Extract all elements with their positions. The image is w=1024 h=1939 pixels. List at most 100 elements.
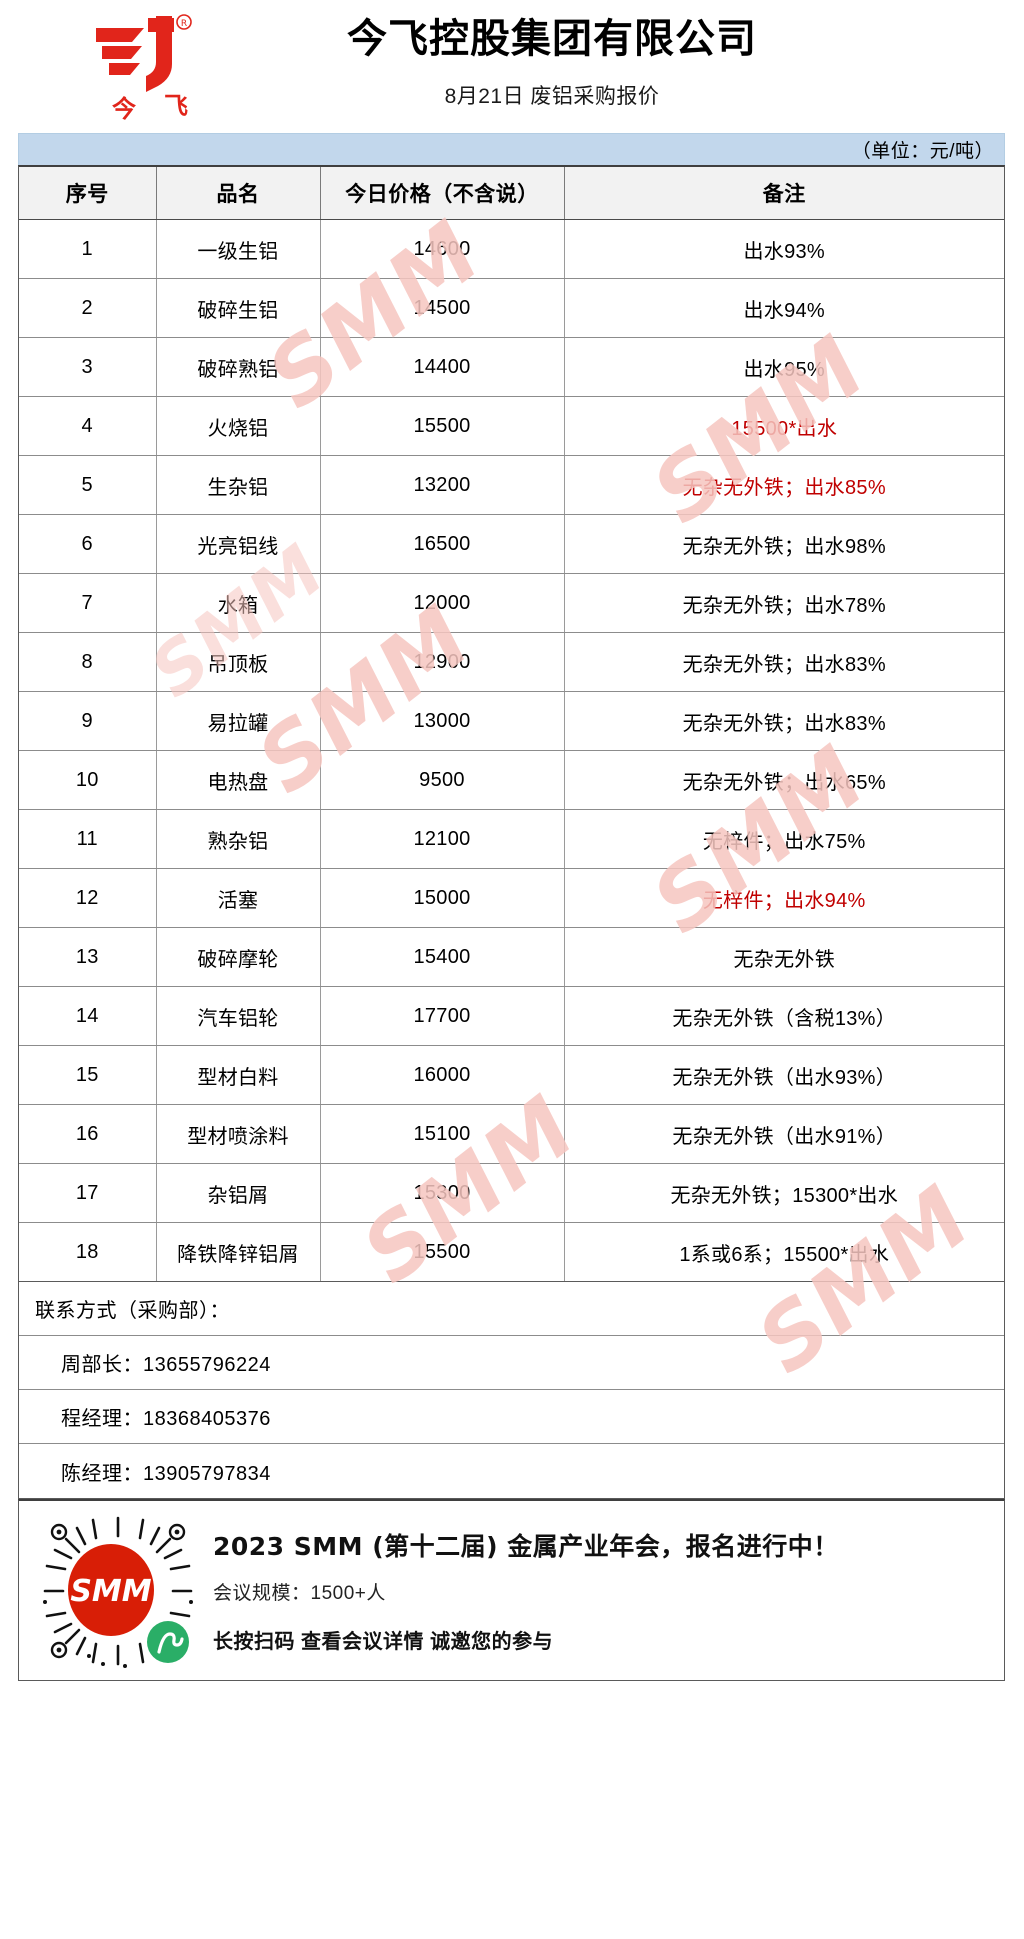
table-row: 18 降铁降锌铝屑 15500 1系或6系；15500*出水: [19, 1222, 1004, 1281]
cell-index: 9: [19, 691, 157, 751]
table-row: 10 电热盘 9500 无杂无外铁；出水65%: [19, 750, 1004, 810]
cell-remark: 无杂无外铁；出水65%: [564, 750, 1004, 810]
cell-remark: 15500*出水: [564, 396, 1004, 456]
table-row: 2 破碎生铝 14500 出水94%: [19, 278, 1004, 338]
cell-remark: 1系或6系；15500*出水: [679, 1243, 890, 1266]
report-subtitle: 8月21日 废铝采购报价: [444, 85, 660, 108]
table-row: 8 吊顶板 12900 无杂无外铁；出水83%: [19, 632, 1004, 692]
cell-index: 18: [19, 1222, 157, 1281]
table-row: 4 火烧铝 15500 15500*出水: [19, 396, 1004, 456]
cell-price: 13200: [320, 455, 565, 515]
cell-price: 15300: [320, 1163, 565, 1223]
cell-price: 12900: [320, 632, 565, 692]
company-title: 今飞控股集团有限公司: [347, 16, 757, 62]
cell-index: 15: [19, 1045, 157, 1105]
cell-price: 15100: [320, 1104, 565, 1164]
cell-remark: 无杂无外铁；出水85%: [564, 455, 1004, 515]
table-row: 12 活塞 15000 无梓件；出水94%: [19, 868, 1004, 928]
table-row: 11 熟杂铝 12100 无梓件；出水75%: [19, 809, 1004, 869]
table-row: 17 杂铝屑 15300 无杂无外铁；15300*出水: [19, 1163, 1004, 1223]
contact-person-2: 程经理：18368405376: [19, 1390, 1004, 1444]
wechat-mini-program-icon: [157, 1631, 184, 1654]
cell-index: 11: [19, 809, 157, 869]
column-header-price: 今日价格（不含说）: [320, 167, 565, 220]
cell-product-name: 生杂铝: [156, 455, 321, 515]
qr-logo-text: SMM: [70, 1574, 151, 1609]
table-header-row: 序号 品名 今日价格（不含说） 备注: [19, 167, 1004, 220]
cell-product-name: 破碎熟铝: [156, 337, 321, 397]
cell-remark: 无梓件；出水94%: [564, 868, 1004, 928]
cell-price: 16500: [320, 514, 565, 574]
table-row: 13 破碎摩轮 15400 无杂无外铁: [19, 927, 1004, 987]
table-row: 15 型材白料 16000 无杂无外铁（出水93%）: [19, 1045, 1004, 1105]
price-table-head: 序号 品名 今日价格（不含说） 备注: [19, 167, 1004, 220]
cell-index: 6: [19, 514, 157, 574]
cell-price: 15500: [320, 396, 565, 456]
cell-price: 12100: [320, 809, 565, 869]
cell-price: 16000: [320, 1045, 565, 1105]
logo-word-right: 飞: [164, 92, 188, 120]
contact-person-3: 陈经理：13905797834: [61, 1462, 271, 1485]
cell-remark: 无杂无外铁（出水91%）: [564, 1104, 1004, 1164]
cell-index: 3: [19, 337, 157, 397]
cell-remark: 无杂无外铁（含税13%）: [564, 986, 1004, 1046]
cell-price: 15500: [320, 1222, 565, 1281]
cell-price: 13000: [320, 691, 565, 751]
jinfei-logo-icon: R 今 飞: [96, 14, 192, 123]
cell-price: 14600: [320, 219, 565, 279]
contact-heading: 联系方式（采购部）：: [19, 1282, 1004, 1336]
cell-product-name: 易拉罐: [156, 691, 321, 751]
company-logo: R 今 飞: [0, 8, 230, 128]
cell-price: 17700: [320, 986, 565, 1046]
column-header-index: 序号: [19, 167, 157, 220]
logo-word-left: 今: [112, 95, 136, 123]
cell-product-name: 熟杂铝: [156, 809, 321, 869]
cell-index: 5: [19, 455, 157, 515]
cell-product-name: 火烧铝: [156, 396, 321, 456]
qr-code[interactable]: SMM: [33, 1506, 203, 1676]
table-row: 1 一级生铝 14600 出水93%: [19, 219, 1004, 279]
cell-product-name: 杂铝屑: [156, 1163, 321, 1223]
cell-price: 15400: [320, 927, 565, 987]
cell-product-name: 型材喷涂料: [156, 1104, 321, 1164]
cell-remark: 无杂无外铁（出水93%）: [564, 1045, 1004, 1105]
cell-price: 15000: [320, 868, 565, 928]
cell-price: 9500: [320, 750, 565, 810]
banner-subtitle: 会议规模：1500+人: [213, 1583, 386, 1604]
banner-cta: 长按扫码 查看会议详情 诚邀您的参与: [213, 1631, 554, 1653]
banner-title: 2023 SMM (第十二届) 金属产业年会，报名进行中！: [213, 1532, 839, 1561]
cell-price: 14500: [320, 278, 565, 338]
price-table-body: 1 一级生铝 14600 出水93% 2 破碎生铝 14500 出水94% 3 破碎熟铝 14400…: [19, 219, 1004, 1281]
cell-remark: 无梓件；出水75%: [564, 809, 1004, 869]
cell-index: 12: [19, 868, 157, 928]
cell-product-name: 水箱: [156, 573, 321, 633]
cell-product-name: 活塞: [156, 868, 321, 928]
cell-index: 2: [19, 278, 157, 338]
cell-index: 14: [19, 986, 157, 1046]
cell-product-name: 破碎生铝: [156, 278, 321, 338]
price-table-container: 序号 品名 今日价格（不含说） 备注 1 一级生铝 14600 出水93% 2 破碎生铝 1…: [18, 165, 1005, 1282]
cell-product-name: 破碎摩轮: [156, 927, 321, 987]
cell-product-name: 电热盘: [156, 750, 321, 810]
cell-price: 12000: [320, 573, 565, 633]
unit-band: （单位：元/吨）: [18, 133, 1005, 165]
cell-price: 14400: [320, 337, 565, 397]
table-row: 14 汽车铝轮 17700 无杂无外铁（含税13%）: [19, 986, 1004, 1046]
table-row: 5 生杂铝 13200 无杂无外铁；出水85%: [19, 455, 1004, 515]
cell-product-name: 汽车铝轮: [156, 986, 321, 1046]
cell-index: 16: [19, 1104, 157, 1164]
conference-banner[interactable]: SMM 2023 SMM (第十二届) 金属产业年会，报名进行中！ 会议规模：1…: [18, 1499, 1005, 1681]
cell-remark: 无杂无外铁；出水78%: [564, 573, 1004, 633]
table-row: 6 光亮铝线 16500 无杂无外铁；出水98%: [19, 514, 1004, 574]
cell-product-name: 吊顶板: [156, 632, 321, 692]
cell-product-name: 一级生铝: [156, 219, 321, 279]
cell-remark: 出水95%: [564, 337, 1004, 397]
svg-text:R: R: [181, 19, 187, 29]
cell-product-name: 型材白料: [156, 1045, 321, 1105]
column-header-remark: 备注: [564, 167, 1004, 220]
contact-person-1: 周部长：13655796224: [19, 1336, 1004, 1390]
cell-index: 17: [19, 1163, 157, 1223]
cell-remark: 出水93%: [564, 219, 1004, 279]
cell-product-name: 光亮铝线: [156, 514, 321, 574]
page-header: R 今 飞 今飞控股集团有限公司 8月21日 废铝采购报价: [0, 0, 1024, 133]
